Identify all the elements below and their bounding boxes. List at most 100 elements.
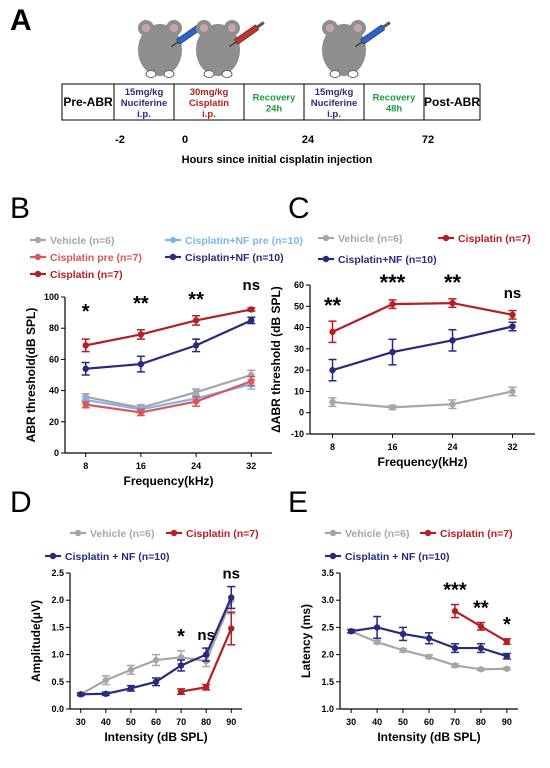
panel-a: A xyxy=(10,4,481,166)
data-point xyxy=(329,398,336,406)
timeline-box-label: Nuciferine xyxy=(311,98,357,109)
legend-label: Cisplatin (n=7) xyxy=(50,269,123,281)
y-tick-label: 1.0 xyxy=(321,704,334,714)
data-point xyxy=(102,676,110,684)
x-tick-label: 32 xyxy=(507,442,517,452)
y-tick-label: 2.5 xyxy=(321,622,334,632)
data-point xyxy=(137,409,145,416)
y-tick-label: 80 xyxy=(49,323,59,333)
legend-marker xyxy=(34,270,42,278)
data-point xyxy=(192,342,200,349)
legend-marker xyxy=(74,529,82,537)
data-point xyxy=(477,623,485,630)
data-point xyxy=(449,401,456,408)
data-point xyxy=(425,653,433,660)
data-point xyxy=(399,647,407,654)
timeline-box-label: Cisplatin xyxy=(189,98,229,109)
significance-label: ** xyxy=(444,270,462,295)
legend-label: Cisplatin+NF pre (n=10) xyxy=(185,235,303,247)
data-point xyxy=(451,644,459,652)
significance-label: ** xyxy=(473,598,489,620)
data-point xyxy=(477,644,485,652)
x-tick-label: 24 xyxy=(447,442,457,452)
x-tick-label: 50 xyxy=(126,717,136,727)
x-axis-label: Frequency(kHz) xyxy=(123,474,213,488)
y-tick-label: 100 xyxy=(44,292,59,302)
data-point xyxy=(192,317,200,324)
data-point xyxy=(477,666,485,673)
data-point xyxy=(127,685,135,692)
y-axis-label: ABR threshold(dB SPL) xyxy=(24,308,38,443)
legend-label: Cisplatin+NF (n=10) xyxy=(338,254,437,266)
timeline-boxes: Pre-ABR15mg/kgNuciferinei.p.30mg/kgCispl… xyxy=(61,83,481,121)
legend-label: Cisplatin + NF (n=10) xyxy=(345,551,449,563)
legend-label: Cisplatin pre (n=7) xyxy=(50,252,142,264)
y-tick-label: 30 xyxy=(294,344,304,354)
y-tick-label: 2.0 xyxy=(321,650,334,660)
significance-label: * xyxy=(503,614,511,636)
data-point xyxy=(202,651,210,658)
series-line xyxy=(85,308,252,347)
panel-b-letter: B xyxy=(10,192,30,225)
x-tick-label: 30 xyxy=(346,717,356,727)
data-point xyxy=(329,328,336,336)
timeline-box xyxy=(303,83,365,121)
legend-label: Vehicle (n=6) xyxy=(338,233,403,245)
y-tick-label: 1.0 xyxy=(51,650,64,660)
significance-label: *** xyxy=(443,580,467,602)
chart-c: -10 0 10 20 30 40 50 60 8 16 24 32 Frequency(kHz) ΔAB… xyxy=(269,233,535,469)
y-tick-label: 20 xyxy=(294,365,304,375)
x-tick-label: 50 xyxy=(398,717,408,727)
timeline-box xyxy=(61,83,115,121)
timeline-tick-label: 72 xyxy=(422,134,434,146)
data-point xyxy=(228,625,235,632)
timeline-box xyxy=(423,83,481,121)
legend-marker xyxy=(322,255,330,263)
panel-e-letter: E xyxy=(288,486,308,519)
y-tick-label: 60 xyxy=(49,354,59,364)
timeline-box-label: Post-ABR xyxy=(424,95,480,109)
data-point xyxy=(137,331,145,338)
data-point xyxy=(503,653,511,660)
chart-e: 1.0 1.5 2.0 2.5 3.0 3.5 30 40 50 60 70 80 90 Intensit… xyxy=(299,528,518,744)
x-tick-label: 30 xyxy=(76,717,86,727)
significance-label: ns xyxy=(197,627,215,644)
timeline-box xyxy=(363,83,425,121)
timeline-box-label: Recovery xyxy=(253,93,296,104)
significance-label: ** xyxy=(324,293,342,318)
legend-marker xyxy=(170,529,178,537)
timeline-box xyxy=(113,83,175,121)
data-point xyxy=(177,662,185,669)
data-point xyxy=(127,666,135,674)
data-point xyxy=(449,337,456,344)
data-point xyxy=(82,365,89,372)
x-tick-label: 32 xyxy=(246,461,256,471)
x-tick-label: 8 xyxy=(330,442,335,452)
series-line xyxy=(85,319,252,370)
series-line xyxy=(85,380,252,414)
x-axis-label: Intensity (dB SPL) xyxy=(104,730,207,744)
data-point xyxy=(102,690,110,697)
data-point xyxy=(152,656,160,664)
significance-label: ** xyxy=(188,289,204,311)
x-axis-label: Intensity (dB SPL) xyxy=(377,730,480,744)
significance-label: ns xyxy=(243,277,261,294)
data-point xyxy=(177,688,185,695)
data-point xyxy=(509,388,516,395)
data-point xyxy=(451,607,459,615)
legend-marker xyxy=(322,234,330,242)
y-tick-label: -10 xyxy=(291,429,304,439)
data-point xyxy=(503,665,511,672)
legend-label: Cisplatin (n=7) xyxy=(440,528,513,540)
data-point xyxy=(399,630,407,638)
syringe-icon xyxy=(229,21,265,48)
legend-label: Vehicle (n=6) xyxy=(345,528,410,540)
data-point xyxy=(77,691,84,698)
data-point xyxy=(137,360,145,368)
timeline-tick-label: 0 xyxy=(182,134,188,146)
legend-marker xyxy=(169,253,177,261)
series-line xyxy=(332,390,513,409)
x-tick-label: 70 xyxy=(176,717,186,727)
timeline-box-label: Nuciferine xyxy=(121,98,167,109)
